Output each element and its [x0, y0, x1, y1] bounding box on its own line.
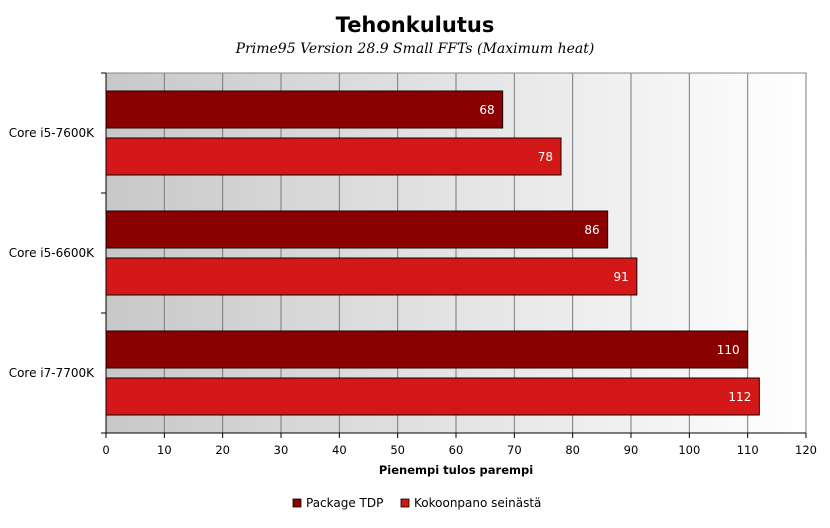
x-tick-label: 50	[390, 443, 405, 457]
category-label: Core i5-7600K	[9, 126, 95, 140]
bar	[105, 257, 638, 296]
bars: 68 78 86 91 110 112	[105, 90, 760, 416]
bar	[105, 90, 504, 129]
bar-value-label: 86	[584, 223, 599, 237]
bar-value-label: 112	[728, 390, 751, 404]
x-tick-label: 70	[507, 443, 522, 457]
x-tick-label: 100	[678, 443, 700, 457]
bar-value-label: 78	[538, 150, 553, 164]
x-tick-label: 0	[102, 443, 109, 457]
bar	[105, 210, 609, 249]
chart-subtitle: Prime95 Version 28.9 Small FFTs (Maximum…	[235, 41, 595, 57]
x-tick-label: 120	[795, 443, 817, 457]
x-tick-label: 90	[624, 443, 639, 457]
legend-swatch	[292, 498, 302, 508]
x-tick-label: 10	[157, 443, 172, 457]
x-tick-label: 110	[737, 443, 759, 457]
x-tick-label: 30	[274, 443, 289, 457]
legend-label: Package TDP	[306, 496, 383, 510]
x-axis-label: Pienempi tulos parempi	[379, 463, 533, 477]
bar	[105, 137, 562, 176]
x-tick-label: 20	[215, 443, 230, 457]
category-labels: Core i5-7600K Core i5-6600K Core i7-7700K	[9, 126, 95, 380]
x-tick-labels: 0 10 20 30 40 50 60 70 80 90 100 110 120	[102, 443, 817, 457]
bar	[105, 377, 760, 416]
chart-title: Tehonkulutus	[336, 13, 495, 37]
legend-swatch	[400, 498, 410, 508]
bar-value-label: 91	[614, 270, 629, 284]
category-label: Core i5-6600K	[9, 246, 95, 260]
x-tick-label: 80	[565, 443, 580, 457]
bar-value-label: 68	[479, 103, 494, 117]
legend: Package TDP Kokoonpano seinästä	[292, 496, 541, 510]
bar-value-label: 110	[717, 343, 740, 357]
gridlines	[163, 73, 807, 433]
x-tick-label: 60	[449, 443, 464, 457]
axes	[101, 72, 807, 438]
category-label: Core i7-7700K	[9, 366, 95, 380]
bar	[105, 330, 749, 369]
legend-label: Kokoonpano seinästä	[414, 496, 541, 510]
x-tick-label: 40	[332, 443, 347, 457]
